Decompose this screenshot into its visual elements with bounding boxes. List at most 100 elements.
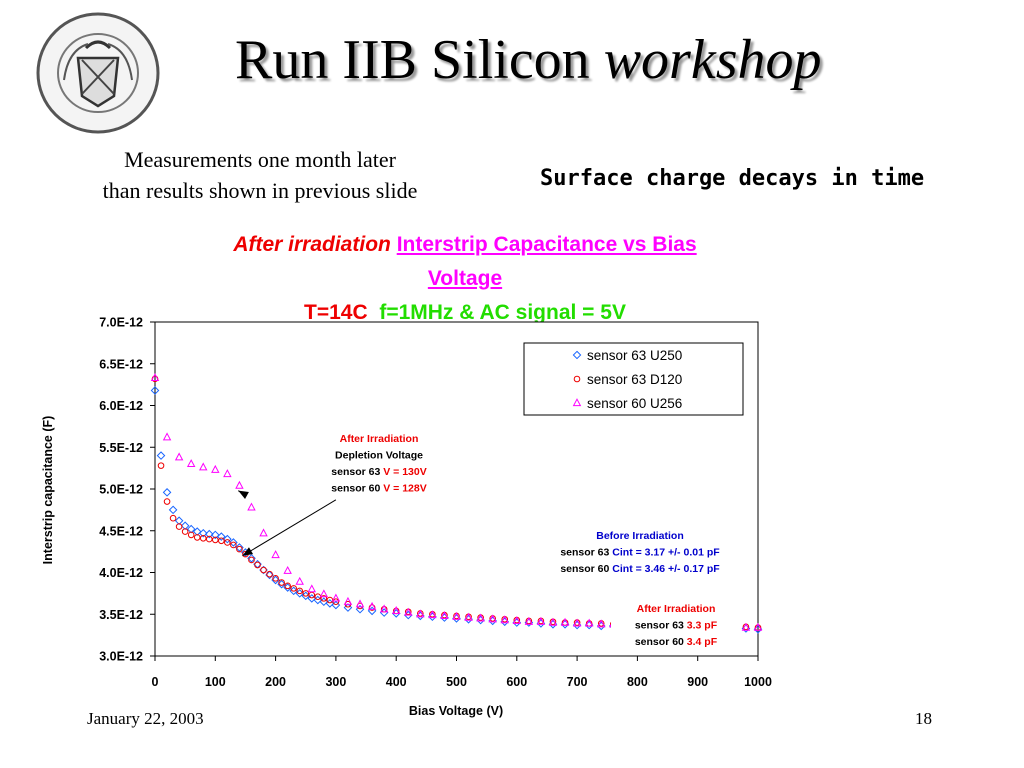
annotation-text: Cint = 3.46 +/- 0.17 pF xyxy=(612,563,720,575)
annotation-after-irradiation-cint-box xyxy=(611,598,741,652)
y-tick-label: 4.5E-12 xyxy=(99,524,143,538)
y-tick-label: 6.5E-12 xyxy=(99,357,143,371)
series-3-point xyxy=(319,589,329,598)
chart-title-after-irradiation: After irradiation xyxy=(233,233,391,256)
series-1-point xyxy=(210,530,220,540)
chart-title-frequency: f=1MHz & AC signal = 5V xyxy=(379,301,626,324)
series-2-point xyxy=(260,566,267,574)
legend-marker xyxy=(573,375,581,383)
series-3-point xyxy=(404,607,413,616)
series-1-point xyxy=(204,529,214,539)
annotation-text: Before Irradiation xyxy=(596,530,684,542)
annotation-before-irradiation-line: sensor 60 Cint = 3.46 +/- 0.17 pF xyxy=(560,563,720,575)
series-1-point xyxy=(174,516,184,526)
annotation-depletion-voltage-line: After Irradiation xyxy=(340,433,419,445)
legend-label: sensor 60 U256 xyxy=(587,396,682,411)
series-3-point xyxy=(512,616,522,625)
series-1-point xyxy=(192,527,202,536)
annotation-arrowhead xyxy=(242,547,254,556)
series-3-point xyxy=(391,606,401,615)
series-2-point xyxy=(290,585,297,592)
x-tick-label: 100 xyxy=(205,675,226,689)
series-2-point xyxy=(248,556,255,564)
chart-title-temperature: T=14C xyxy=(304,301,368,324)
series-1-point xyxy=(180,521,190,531)
series-3-point xyxy=(452,611,461,620)
series-2-point xyxy=(193,534,201,541)
x-tick-label: 800 xyxy=(627,675,648,689)
y-tick-label: 7.0E-12 xyxy=(99,316,143,330)
x-tick-label: 400 xyxy=(386,675,407,689)
series-2-point xyxy=(157,462,165,469)
series-3-point xyxy=(753,622,763,631)
x-axis-label: Bias Voltage (V) xyxy=(409,704,503,718)
annotation-text: Cint = 3.17 +/- 0.01 pF xyxy=(612,547,720,559)
series-3-point xyxy=(295,576,304,585)
chart-title: After irradiation Interstrip Capacitance… xyxy=(150,228,780,330)
series-2-point xyxy=(187,531,195,539)
legend-marker xyxy=(572,350,582,360)
page-number: 18 xyxy=(915,709,932,728)
annotation-text: sensor 60 xyxy=(331,483,383,495)
series-1-point xyxy=(150,386,160,395)
x-tick-label: 1000 xyxy=(744,675,772,689)
series-1-point xyxy=(186,524,196,534)
series-2-point xyxy=(224,539,231,546)
series-3-point xyxy=(500,615,509,624)
annotation-text: V = 130V xyxy=(383,466,427,478)
annotation-depletion-voltage-line: Depletion Voltage xyxy=(335,450,423,462)
series-2-point xyxy=(175,523,183,530)
series-3-point xyxy=(488,614,497,623)
annotation-text: 3.4 pF xyxy=(687,636,718,648)
series-1-point xyxy=(247,553,256,563)
y-axis-label: Interstrip capacitance (F) xyxy=(41,416,55,565)
series-2-point xyxy=(254,561,261,569)
series-3-point xyxy=(223,469,232,478)
annotation-text: After Irradiation xyxy=(340,433,419,445)
annotation-depletion-voltage-line: sensor 60 V = 128V xyxy=(331,483,426,495)
y-tick-label: 5.5E-12 xyxy=(99,441,143,455)
series-3-point xyxy=(235,480,244,489)
series-2-point xyxy=(205,535,213,543)
annotation-text: sensor 60 xyxy=(560,563,612,575)
series-3-point xyxy=(560,617,570,626)
y-tick-label: 3.0E-12 xyxy=(99,650,143,664)
series-1-point xyxy=(168,505,178,515)
x-tick-label: 0 xyxy=(152,675,159,689)
series-3-point xyxy=(536,616,546,625)
series-1-point xyxy=(235,543,244,552)
annotation-after-irradiation-cint-line: After Irradiation xyxy=(637,603,716,615)
series-3-point xyxy=(283,565,292,574)
annotation-depletion-voltage-box xyxy=(301,428,457,497)
footer-date: January 22, 2003 xyxy=(87,709,204,728)
series-3-point xyxy=(343,596,353,605)
series-2-point xyxy=(199,534,207,542)
series-1-point xyxy=(162,488,172,497)
annotation-text: V = 128V xyxy=(383,483,427,495)
x-tick-label: 500 xyxy=(446,675,467,689)
annotation-text: sensor 60 xyxy=(635,636,687,648)
chart-legend xyxy=(523,342,744,416)
annotation-text: sensor 63 xyxy=(331,466,383,478)
legend-label: sensor 63 D120 xyxy=(587,372,682,387)
x-tick-label: 700 xyxy=(567,675,588,689)
annotation-before-irradiation-line: Before Irradiation xyxy=(596,530,684,542)
series-2-point xyxy=(212,536,219,544)
purdue-university-seal-icon xyxy=(36,12,160,134)
legend-marker xyxy=(572,398,582,407)
series-2-point xyxy=(169,514,177,522)
series-3-point xyxy=(331,593,341,602)
series-3-point xyxy=(428,610,437,619)
annotation-text: 3.3 pF xyxy=(687,620,718,632)
annotation-arrow xyxy=(242,499,337,557)
series-1-point xyxy=(198,528,208,538)
annotation-before-irradiation-box xyxy=(536,525,744,579)
series-2-point xyxy=(266,570,273,578)
series-3-point xyxy=(379,604,389,613)
measurement-note: Measurements one month later than result… xyxy=(102,147,418,203)
y-tick-label: 3.5E-12 xyxy=(99,608,143,622)
y-tick-label: 5.0E-12 xyxy=(99,483,143,497)
series-1-point xyxy=(229,538,238,547)
x-tick-label: 900 xyxy=(687,675,708,689)
